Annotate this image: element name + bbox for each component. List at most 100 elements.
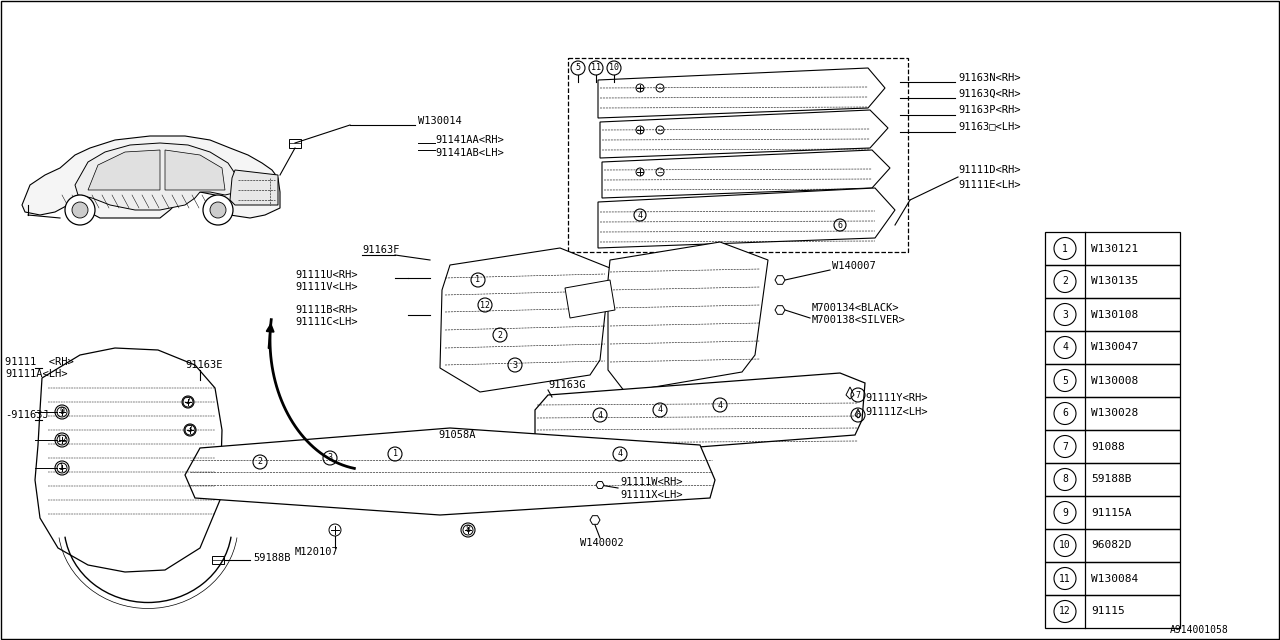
Text: 12: 12 — [58, 435, 67, 445]
Polygon shape — [774, 276, 785, 284]
Text: 11: 11 — [1059, 573, 1071, 584]
Polygon shape — [598, 188, 895, 248]
Circle shape — [210, 202, 227, 218]
Bar — [1044, 265, 1180, 298]
Text: W130108: W130108 — [1091, 310, 1138, 319]
Text: W130084: W130084 — [1091, 573, 1138, 584]
Text: 4: 4 — [617, 449, 622, 458]
Text: 4: 4 — [658, 406, 663, 415]
Text: 4: 4 — [1062, 342, 1068, 353]
Text: 91111W<RH>: 91111W<RH> — [620, 477, 682, 487]
Text: W130028: W130028 — [1091, 408, 1138, 419]
Bar — [1044, 430, 1180, 463]
Text: 2: 2 — [1062, 276, 1068, 287]
Text: A914001058: A914001058 — [1170, 625, 1229, 635]
Text: 91141AA<RH>: 91141AA<RH> — [435, 135, 504, 145]
Text: 91115A: 91115A — [1091, 508, 1132, 518]
Text: W140007: W140007 — [832, 261, 876, 271]
Bar — [1044, 397, 1180, 430]
Text: W130014: W130014 — [419, 116, 462, 126]
Text: W130008: W130008 — [1091, 376, 1138, 385]
Text: 1: 1 — [475, 275, 480, 285]
Text: 91111D<RH>: 91111D<RH> — [957, 165, 1020, 175]
Polygon shape — [165, 150, 225, 190]
Bar — [289, 138, 301, 147]
Text: 91088: 91088 — [1091, 442, 1125, 451]
Polygon shape — [598, 68, 884, 118]
Text: W130121: W130121 — [1091, 243, 1138, 253]
Text: W130047: W130047 — [1091, 342, 1138, 353]
Text: 91163F: 91163F — [362, 245, 399, 255]
Polygon shape — [76, 143, 238, 210]
Polygon shape — [600, 110, 888, 158]
Bar — [1044, 463, 1180, 496]
Text: 91111E<LH>: 91111E<LH> — [957, 180, 1020, 190]
Polygon shape — [186, 428, 716, 515]
Text: 91111A<LH>: 91111A<LH> — [5, 369, 68, 379]
Text: 6: 6 — [1062, 408, 1068, 419]
Text: 7: 7 — [1062, 442, 1068, 451]
Text: 2: 2 — [186, 397, 191, 406]
Bar — [1044, 529, 1180, 562]
Bar — [1044, 364, 1180, 397]
Text: 91111  <RH>: 91111 <RH> — [5, 357, 74, 367]
Bar — [1044, 298, 1180, 331]
Text: 91111B<RH>: 91111B<RH> — [294, 305, 357, 315]
Text: 3: 3 — [328, 454, 333, 463]
Polygon shape — [564, 280, 614, 318]
Text: 91163E: 91163E — [186, 360, 223, 370]
Text: 1: 1 — [59, 463, 64, 472]
Text: 91163G: 91163G — [548, 380, 585, 390]
Polygon shape — [22, 136, 280, 218]
Text: 91111Y<RH>: 91111Y<RH> — [865, 393, 928, 403]
Text: 3: 3 — [188, 426, 192, 435]
Text: 4: 4 — [718, 401, 722, 410]
Polygon shape — [608, 242, 768, 392]
Text: 11: 11 — [591, 63, 602, 72]
Polygon shape — [230, 170, 278, 205]
Text: M120107: M120107 — [294, 547, 339, 557]
Text: 6: 6 — [855, 410, 860, 419]
Bar — [1044, 595, 1180, 628]
Text: 2: 2 — [498, 330, 503, 339]
Polygon shape — [596, 481, 604, 488]
Polygon shape — [602, 150, 890, 198]
Text: 91111V<LH>: 91111V<LH> — [294, 282, 357, 292]
Text: 3: 3 — [512, 360, 517, 369]
Text: W140002: W140002 — [580, 538, 623, 548]
Text: 4: 4 — [637, 211, 643, 220]
Text: 1: 1 — [1062, 243, 1068, 253]
Bar — [1044, 496, 1180, 529]
Text: M700134<BLACK>: M700134<BLACK> — [812, 303, 900, 313]
Text: W130135: W130135 — [1091, 276, 1138, 287]
Text: 10: 10 — [1059, 541, 1071, 550]
Text: M700138<SILVER>: M700138<SILVER> — [812, 315, 906, 325]
Text: 91115: 91115 — [1091, 607, 1125, 616]
Text: -91163J: -91163J — [5, 410, 49, 420]
Text: 91163N<RH>: 91163N<RH> — [957, 73, 1020, 83]
Text: 91111Z<LH>: 91111Z<LH> — [865, 407, 928, 417]
Text: 10: 10 — [609, 63, 620, 72]
Text: 91163P<RH>: 91163P<RH> — [957, 105, 1020, 115]
Text: 1: 1 — [393, 449, 398, 458]
Text: 8: 8 — [1062, 474, 1068, 484]
Polygon shape — [88, 150, 160, 190]
Bar — [212, 556, 224, 564]
Text: 9: 9 — [59, 408, 64, 417]
Text: 91163Q<RH>: 91163Q<RH> — [957, 89, 1020, 99]
Circle shape — [204, 195, 233, 225]
Bar — [1044, 331, 1180, 364]
Bar — [568, 58, 908, 252]
Text: 96082D: 96082D — [1091, 541, 1132, 550]
Polygon shape — [440, 248, 611, 392]
Text: 2: 2 — [257, 458, 262, 467]
Text: 91111X<LH>: 91111X<LH> — [620, 490, 682, 500]
Bar — [1044, 562, 1180, 595]
Polygon shape — [35, 348, 221, 572]
Polygon shape — [774, 306, 785, 314]
Circle shape — [65, 195, 95, 225]
Text: 8: 8 — [466, 525, 471, 534]
Polygon shape — [535, 373, 865, 458]
Text: 4: 4 — [598, 410, 603, 419]
Text: 5: 5 — [576, 63, 581, 72]
